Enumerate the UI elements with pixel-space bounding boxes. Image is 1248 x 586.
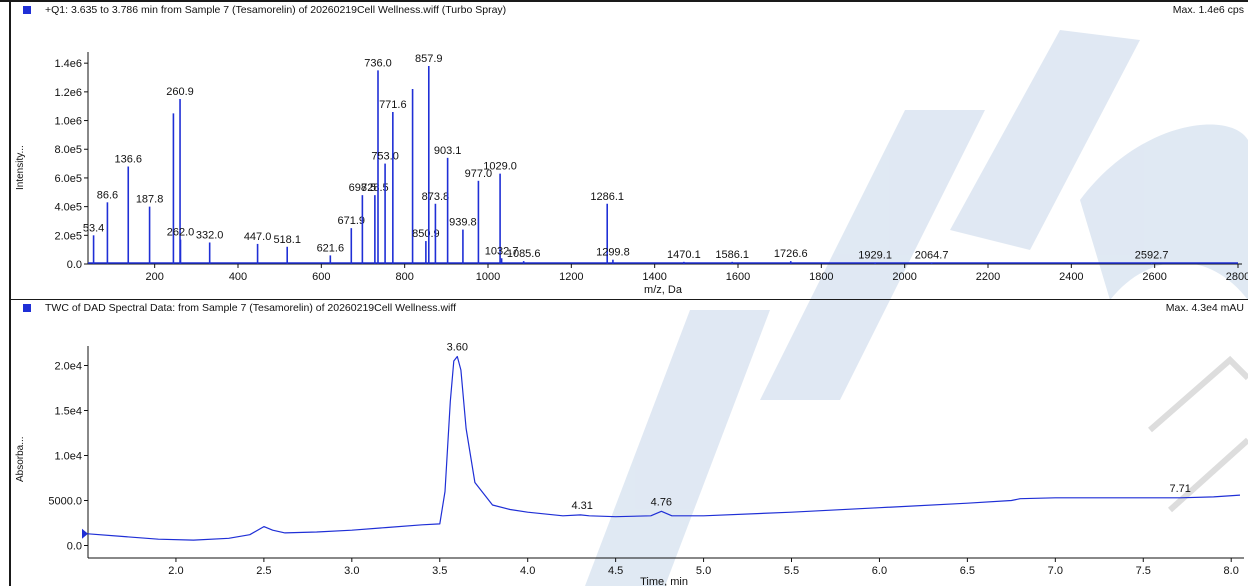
peak-label: 7.71 <box>1169 483 1190 495</box>
x-tick-label: 2200 <box>976 271 1000 283</box>
x-tick-label: 7.5 <box>1136 565 1151 577</box>
trace-start-marker <box>82 528 88 539</box>
peak-label: 4.31 <box>572 500 593 512</box>
x-tick-label: 2800 <box>1226 271 1248 283</box>
x-tick-label: 8.0 <box>1224 565 1239 577</box>
spectrum-max-label: Max. 1.4e6 cps <box>1172 4 1244 16</box>
peak-label: 3.60 <box>447 342 468 354</box>
chromatogram-title: TWC of DAD Spectral Data: from Sample 7 … <box>45 302 457 314</box>
y-tick-label: 4.0e5 <box>54 202 82 214</box>
peak-label: 873.8 <box>422 191 450 203</box>
peak-label: 2064.7 <box>915 250 949 262</box>
peak-label: 1029.0 <box>483 161 517 173</box>
peak-label: 857.9 <box>415 53 443 65</box>
chromatogram-panel: TWC of DAD Spectral Data: from Sample 7 … <box>0 300 1248 586</box>
peak-label: 753.0 <box>371 151 399 163</box>
x-tick-label: 600 <box>312 271 330 283</box>
x-tick-label: 4.5 <box>608 565 623 577</box>
peak-label: 447.0 <box>244 231 272 243</box>
x-tick-label: 1400 <box>642 271 666 283</box>
peak-label: 1470.1 <box>667 249 701 261</box>
x-axis-label: m/z, Da <box>644 284 683 296</box>
peak-label: 977.0 <box>465 168 493 180</box>
peak-label: 1032.7 <box>485 245 519 257</box>
peak-label: 86.6 <box>97 189 118 201</box>
peak-label: 1586.1 <box>715 249 749 261</box>
peak-label: 736.0 <box>364 57 392 69</box>
y-tick-label: 5000.0 <box>48 496 82 508</box>
peak-label: 850.9 <box>412 228 440 240</box>
chromatogram-header: TWC of DAD Spectral Data: from Sample 7 … <box>0 300 1248 316</box>
x-tick-label: 3.5 <box>432 565 447 577</box>
spectrum-header: +Q1: 3.635 to 3.786 min from Sample 7 (T… <box>0 2 1248 18</box>
y-tick-label: 0.0 <box>67 259 82 271</box>
panel-divider <box>9 299 1248 300</box>
x-tick-label: 2400 <box>1059 271 1083 283</box>
left-border <box>9 0 11 586</box>
x-tick-label: 1800 <box>809 271 833 283</box>
y-tick-label: 1.2e6 <box>54 87 82 99</box>
y-tick-label: 1.0e4 <box>54 451 82 463</box>
peak-label: 1929.1 <box>858 250 892 262</box>
top-border <box>0 0 1248 2</box>
chromatogram-chart: 0.0 5000.0 1.0e4 1.5e4 2.0e4 2.0 2.5 3.0 3.5 4.0 4… <box>48 342 1244 586</box>
y-tick-label: 6.0e5 <box>54 173 82 185</box>
x-tick-label: 800 <box>395 271 413 283</box>
x-tick-label: 5.5 <box>784 565 799 577</box>
peak-label: 1299.8 <box>596 247 630 259</box>
y-tick-label: 0.0 <box>67 541 82 553</box>
peak-label: 1286.1 <box>590 191 624 203</box>
peak-label: 260.9 <box>166 86 194 98</box>
x-tick-label: 1200 <box>559 271 583 283</box>
peak-label: 1726.6 <box>774 248 808 260</box>
peak-label: 903.1 <box>434 145 462 157</box>
peak-label: 939.8 <box>449 217 477 229</box>
x-tick-label: 400 <box>229 271 247 283</box>
y-tick-label: 1.4e6 <box>54 58 82 70</box>
peak-label: 136.6 <box>114 153 142 165</box>
peak-label: 1085.6 <box>507 248 541 260</box>
x-tick-label: 2000 <box>892 271 916 283</box>
x-tick-label: 2600 <box>1142 271 1166 283</box>
peak-label: 771.6 <box>379 99 407 111</box>
peak-label: 2592.7 <box>1135 250 1169 262</box>
x-axis-label: Time, min <box>640 576 688 586</box>
y-tick-label: 2.0e5 <box>54 230 82 242</box>
peak-label: 4.76 <box>651 496 672 508</box>
x-tick-label: 1000 <box>476 271 500 283</box>
chromatogram-max-label: Max. 4.3e4 mAU <box>1165 302 1244 314</box>
peak-label: 53.4 <box>83 222 104 234</box>
y-tick-label: 1.5e4 <box>54 406 82 418</box>
x-tick-label: 3.0 <box>344 565 359 577</box>
peak-label: 671.9 <box>338 215 366 227</box>
spectrum-chart: 0.0 2.0e5 4.0e5 6.0e5 8.0e5 1.0e6 1.2e6 1.4e6 20… <box>54 52 1248 296</box>
series-color-square <box>23 304 31 312</box>
x-tick-label: 6.5 <box>960 565 975 577</box>
x-tick-label: 2.5 <box>256 565 271 577</box>
peak-label: 698.5 <box>349 182 377 194</box>
x-tick-label: 200 <box>145 271 163 283</box>
peak-label: 518.1 <box>273 234 301 246</box>
y-tick-label: 2.0e4 <box>54 361 82 373</box>
peak-label: 621.6 <box>317 242 345 254</box>
x-tick-label: 6.0 <box>872 565 887 577</box>
series-color-square <box>23 6 31 14</box>
x-tick-label: 2.0 <box>168 565 183 577</box>
peak-label: 187.8 <box>136 194 164 206</box>
x-tick-label: 5.0 <box>696 565 711 577</box>
y-tick-label: 8.0e5 <box>54 144 82 156</box>
x-tick-label: 4.0 <box>520 565 535 577</box>
y-tick-label: 1.0e6 <box>54 116 82 128</box>
x-tick-label: 1600 <box>726 271 750 283</box>
spectrum-title: +Q1: 3.635 to 3.786 min from Sample 7 (T… <box>45 4 507 16</box>
peak-label: 332.0 <box>196 229 224 241</box>
chromatogram-trace <box>87 355 1241 541</box>
peak-label: 262.0 <box>167 227 195 239</box>
x-tick-label: 7.0 <box>1048 565 1063 577</box>
peak-label: 728.5 <box>361 182 389 194</box>
spectrum-panel: +Q1: 3.635 to 3.786 min from Sample 7 (T… <box>0 2 1248 298</box>
